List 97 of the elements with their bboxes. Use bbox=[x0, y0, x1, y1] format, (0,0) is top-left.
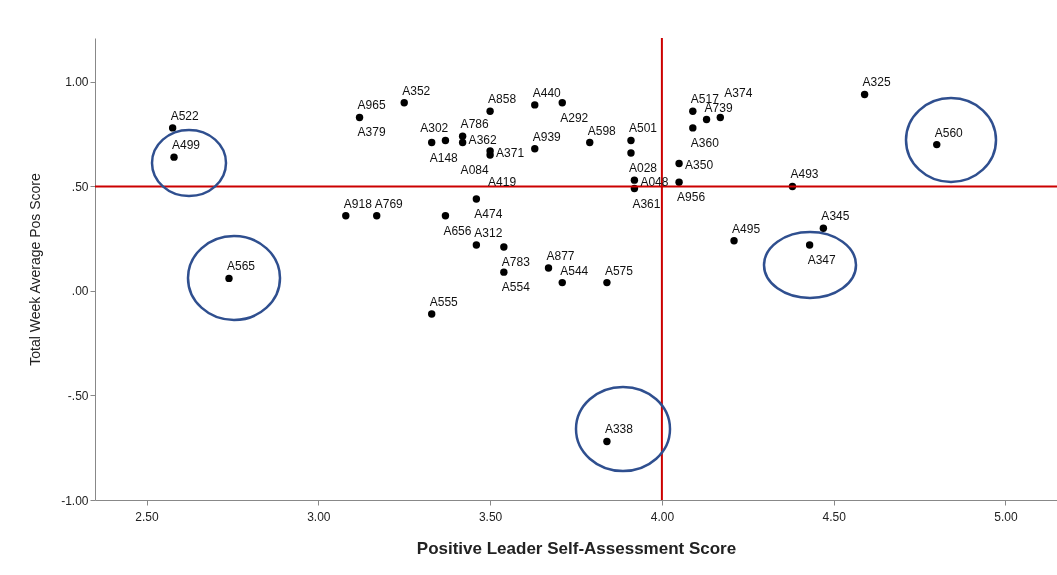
point bbox=[486, 151, 494, 159]
annotation: A345 bbox=[821, 209, 850, 224]
annotation: A522 bbox=[170, 108, 199, 123]
point bbox=[603, 278, 611, 287]
annotation: A325 bbox=[862, 75, 891, 90]
point bbox=[472, 195, 481, 203]
annotation: A292 bbox=[560, 110, 589, 125]
point bbox=[933, 140, 941, 149]
annotation: A555 bbox=[429, 294, 459, 309]
x-tick-label: 4.50 bbox=[822, 509, 847, 524]
annotation: A347 bbox=[807, 252, 836, 267]
point bbox=[427, 310, 436, 318]
point bbox=[805, 241, 814, 249]
x-tick-label: 2.50 bbox=[135, 509, 160, 524]
annotation: A783 bbox=[501, 255, 531, 270]
point bbox=[373, 211, 381, 220]
annotation: A028 bbox=[628, 160, 658, 175]
point bbox=[603, 437, 611, 446]
annotation: A440 bbox=[532, 85, 562, 100]
annotation: A877 bbox=[546, 248, 575, 263]
annotation: A302 bbox=[420, 121, 449, 136]
annotation: A501 bbox=[628, 121, 658, 136]
point bbox=[168, 124, 177, 132]
point bbox=[531, 101, 539, 109]
annotation: A312 bbox=[474, 225, 503, 240]
point bbox=[427, 138, 436, 147]
point bbox=[627, 149, 635, 157]
y-tick-label: .50 bbox=[71, 179, 89, 194]
annotation: A544 bbox=[560, 263, 589, 278]
annotation: A499 bbox=[172, 138, 201, 153]
point bbox=[819, 224, 828, 232]
y-axis-title: Total Week Average Pos Score bbox=[27, 173, 44, 366]
y-tick-label: .00 bbox=[71, 284, 89, 299]
annotation: A565 bbox=[226, 259, 256, 274]
x-tick-label: 3.00 bbox=[307, 509, 331, 524]
x-axis-title: Positive Leader Self-Assessment Score bbox=[416, 538, 737, 558]
annotation: A360 bbox=[690, 135, 720, 150]
point bbox=[458, 132, 467, 140]
point bbox=[544, 264, 553, 272]
point bbox=[558, 278, 566, 287]
point bbox=[716, 113, 725, 122]
annotation: A338 bbox=[604, 422, 634, 437]
point bbox=[689, 107, 697, 115]
point bbox=[441, 211, 450, 220]
point bbox=[500, 268, 508, 276]
annotation: A786 bbox=[460, 117, 489, 132]
point bbox=[675, 159, 683, 168]
point bbox=[630, 176, 639, 184]
point bbox=[627, 136, 635, 145]
annotation: A598 bbox=[587, 123, 617, 138]
point bbox=[702, 115, 711, 124]
annotation: A495 bbox=[732, 221, 761, 236]
annotation: A352 bbox=[402, 83, 431, 98]
point bbox=[689, 124, 697, 132]
y-tick-label: 1.00 bbox=[65, 75, 89, 90]
annotation: A474 bbox=[474, 206, 503, 221]
annotation: A419 bbox=[488, 175, 517, 190]
annotation: A371 bbox=[496, 145, 525, 160]
annotation: A956 bbox=[677, 190, 706, 205]
annotation: A769 bbox=[374, 196, 404, 211]
annotation: A493 bbox=[790, 167, 819, 182]
annotation: A374 bbox=[724, 86, 753, 101]
point bbox=[170, 153, 178, 161]
x-tick-label: 3.50 bbox=[478, 509, 503, 524]
point bbox=[860, 90, 869, 99]
annotation: A560 bbox=[934, 125, 964, 140]
annotation: A350 bbox=[685, 158, 714, 173]
annotation: A362 bbox=[468, 133, 497, 148]
annotation: A965 bbox=[357, 98, 386, 113]
point bbox=[586, 138, 594, 147]
point bbox=[472, 241, 481, 249]
point bbox=[441, 136, 450, 145]
point bbox=[342, 211, 350, 220]
annotation: A084 bbox=[460, 162, 489, 177]
x-tick-label: 4.00 bbox=[650, 509, 675, 524]
annotation: A575 bbox=[604, 263, 634, 278]
annotation: A148 bbox=[429, 150, 459, 165]
annotation: A939 bbox=[532, 129, 562, 144]
annotation: A554 bbox=[501, 280, 531, 295]
point bbox=[355, 113, 364, 122]
point bbox=[730, 237, 738, 245]
y-tick-label: -.50 bbox=[67, 388, 89, 403]
annotation: A656 bbox=[443, 223, 472, 238]
point bbox=[225, 274, 233, 283]
annotation: A379 bbox=[357, 125, 386, 140]
annotation: A858 bbox=[488, 92, 517, 107]
point bbox=[486, 107, 494, 115]
point bbox=[500, 243, 508, 251]
point bbox=[675, 178, 683, 186]
point bbox=[558, 99, 566, 107]
annotation: A361 bbox=[632, 196, 661, 211]
point bbox=[531, 145, 539, 153]
point bbox=[400, 99, 408, 107]
y-tick-label: -1.00 bbox=[61, 493, 89, 508]
x-tick-label: 5.00 bbox=[994, 509, 1018, 524]
annotation: A918 bbox=[343, 196, 373, 211]
point bbox=[458, 138, 467, 147]
